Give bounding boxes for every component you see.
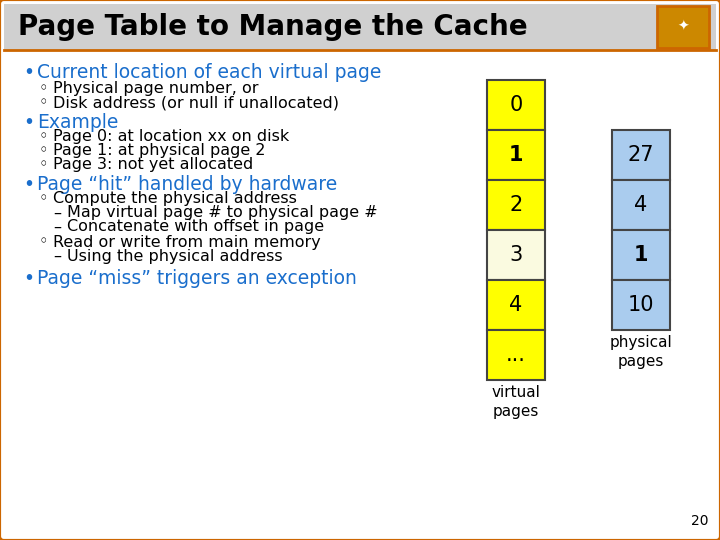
Text: –: – [53,219,61,234]
Text: physical
pages: physical pages [610,335,672,369]
Bar [487,330,545,380]
Text: Page Table to Manage the Cache: Page Table to Manage the Cache [18,13,528,41]
Text: Compute the physical address: Compute the physical address [53,192,297,206]
Text: Disk address (or null if unallocated): Disk address (or null if unallocated) [53,96,339,111]
Bar [612,230,670,280]
Bar [487,180,545,230]
Text: virtual
pages: virtual pages [492,385,541,418]
Text: •: • [23,64,34,83]
Text: •: • [23,112,34,132]
Text: Page 1: at physical page 2: Page 1: at physical page 2 [53,144,266,159]
Text: Page 0: at location xx on disk: Page 0: at location xx on disk [53,130,289,145]
Text: Page “hit” handled by hardware: Page “hit” handled by hardware [37,174,337,193]
Text: 3: 3 [509,245,523,265]
Bar [612,180,670,230]
Text: ◦: ◦ [39,130,48,145]
Text: 1: 1 [634,245,648,265]
Text: ◦: ◦ [39,234,48,249]
Bar [4,4,716,50]
Text: ◦: ◦ [39,158,48,172]
Bar [487,280,545,330]
Text: Page “miss” triggers an exception: Page “miss” triggers an exception [37,268,357,287]
Text: Map virtual page # to physical page #: Map virtual page # to physical page # [67,206,377,220]
Text: ◦: ◦ [39,96,48,111]
Text: 20: 20 [690,514,708,528]
Text: ◦: ◦ [39,192,48,206]
Bar [612,130,670,180]
Text: ✦: ✦ [678,20,689,34]
Text: Current location of each virtual page: Current location of each virtual page [37,64,382,83]
Text: •: • [23,174,34,193]
Text: –: – [53,248,61,264]
Text: 4: 4 [509,295,523,315]
Text: 4: 4 [634,195,647,215]
Text: 27: 27 [628,145,654,165]
Text: –: – [53,206,61,220]
Text: Example: Example [37,112,118,132]
Bar [612,280,670,330]
Text: 0: 0 [509,95,523,115]
Bar [487,230,545,280]
Text: ...: ... [506,345,526,365]
Text: Concatenate with offset in page: Concatenate with offset in page [67,219,324,234]
Bar [657,6,709,48]
Text: ◦: ◦ [39,144,48,159]
Bar [487,130,545,180]
Text: Read or write from main memory: Read or write from main memory [53,234,320,249]
Text: •: • [23,268,34,287]
Text: 1: 1 [509,145,523,165]
Text: 2: 2 [509,195,523,215]
Text: Physical page number, or: Physical page number, or [53,82,258,97]
Text: Using the physical address: Using the physical address [67,248,283,264]
Text: 10: 10 [628,295,654,315]
Text: ◦: ◦ [39,82,48,97]
Bar [487,80,545,130]
Text: Page 3: not yet allocated: Page 3: not yet allocated [53,158,253,172]
